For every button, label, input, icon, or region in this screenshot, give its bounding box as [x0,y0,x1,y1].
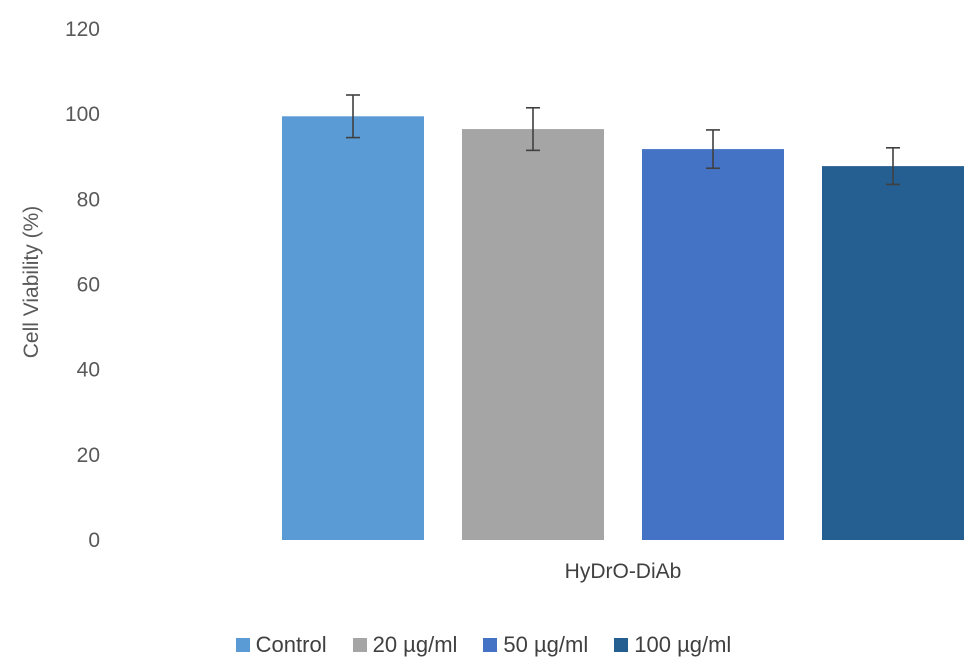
bar-4 [822,166,964,540]
legend-swatch [352,638,367,652]
legend-label: 20 µg/ml [372,632,458,657]
y-axis-ticks: 0 20 40 60 80 100 120 [65,18,100,552]
legend-label: 50 µg/ml [503,632,589,657]
legend-swatch [614,638,629,652]
error-bars [346,94,900,186]
error-bar-2 [526,106,540,152]
legend-item-1: Control [235,632,327,658]
error-bar-1 [346,94,360,139]
error-bar-4 [886,147,900,186]
error-bar-3 [706,129,720,170]
y-tick-label: 60 [77,274,100,297]
legend-label: 100 µg/ml [634,632,732,657]
legend-swatch [235,638,250,652]
bars [282,116,964,540]
y-tick-label: 20 [77,444,100,467]
legend-label: Control [255,632,327,657]
y-tick-label: 80 [77,188,100,211]
y-tick-label: 100 [65,103,100,126]
legend-item-3: 50 µg/ml [483,632,588,658]
y-tick-label: 120 [65,18,100,41]
legend-item-2: 20 µg/ml [352,632,458,658]
y-tick-label: 40 [77,359,100,382]
bar-chart: 0 20 40 60 80 100 120 Cell Viability (%) HyDrO… [20,18,964,583]
category-label: HyDrO-DiAb [565,560,682,583]
bar-3 [642,149,784,540]
bar-2 [462,129,604,540]
legend: Control 20 µg/ml 50 µg/ml 100 µg/ml [0,628,967,662]
bar-1 [282,116,424,540]
legend-swatch [483,638,498,652]
y-tick-label: 0 [88,529,100,552]
y-axis-title: Cell Viability (%) [20,206,43,359]
legend-item-4: 100 µg/ml [614,632,731,658]
